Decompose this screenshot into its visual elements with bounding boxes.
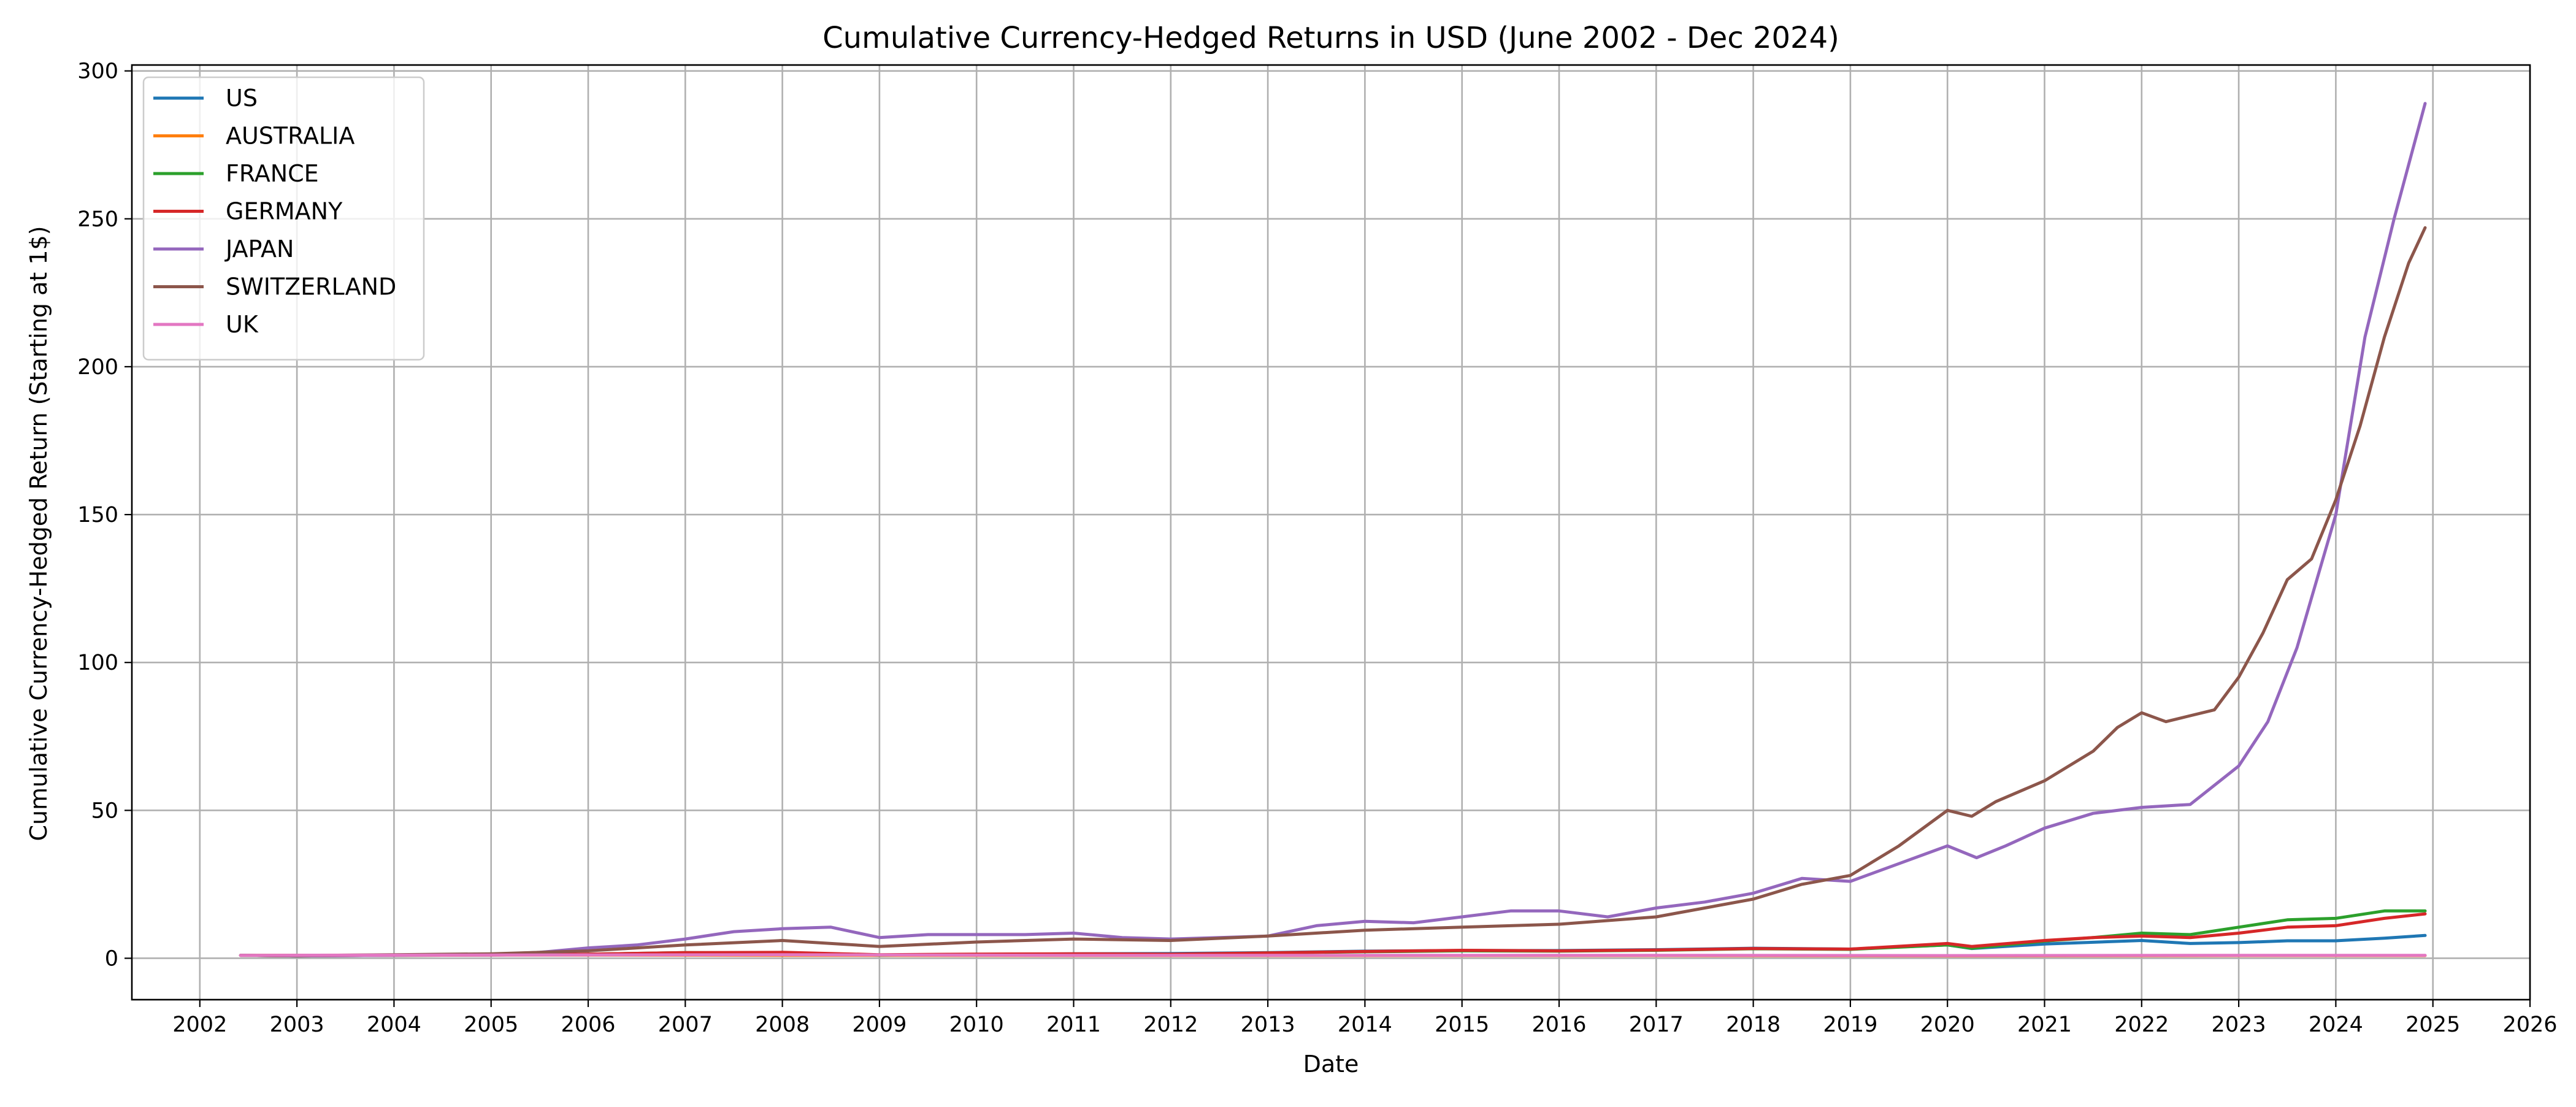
x-tick-label: 2003 bbox=[270, 1013, 324, 1037]
series-line-japan bbox=[239, 102, 2427, 958]
legend-label-uk: UK bbox=[226, 311, 259, 338]
y-tick-label: 150 bbox=[77, 503, 118, 527]
axis-ticks: 2002 2003 2004 2005 2006 2007 2008 2009 2010 2011… bbox=[77, 59, 2557, 1037]
series-line-germany bbox=[239, 912, 2427, 958]
x-tick-label: 2023 bbox=[2212, 1013, 2266, 1037]
legend-label-france: FRANCE bbox=[226, 160, 319, 187]
plot-frame bbox=[131, 64, 2531, 1001]
legend-label-australia: AUSTRALIA bbox=[226, 123, 355, 150]
x-axis-label: Date bbox=[1303, 1051, 1359, 1078]
x-tick-label: 2015 bbox=[1435, 1013, 1489, 1037]
series-line-switzerland bbox=[239, 226, 2427, 957]
x-tick-label: 2020 bbox=[1920, 1013, 1975, 1037]
y-tick-label: 250 bbox=[77, 207, 118, 232]
y-tick-label: 100 bbox=[77, 651, 118, 675]
series-lines bbox=[239, 102, 2427, 958]
y-tick-label: 0 bbox=[105, 946, 118, 971]
x-tick-label: 2019 bbox=[1823, 1013, 1877, 1037]
x-tick-label: 2010 bbox=[949, 1013, 1004, 1037]
legend: US AUSTRALIA FRANCE GERMANY JAPAN SWITZERLAND… bbox=[142, 76, 425, 361]
y-tick-label: 50 bbox=[91, 799, 118, 823]
x-tick-label: 2018 bbox=[1726, 1013, 1781, 1037]
x-tick-label: 2007 bbox=[658, 1013, 713, 1037]
x-tick-label: 2013 bbox=[1241, 1013, 1295, 1037]
x-tick-label: 2004 bbox=[367, 1013, 421, 1037]
x-tick-label: 2009 bbox=[852, 1013, 907, 1037]
y-tick-label: 200 bbox=[77, 355, 118, 380]
x-tick-label: 2017 bbox=[1629, 1013, 1684, 1037]
y-tick-label: 300 bbox=[77, 59, 118, 84]
x-tick-label: 2014 bbox=[1338, 1013, 1392, 1037]
legend-label-japan: JAPAN bbox=[224, 236, 294, 262]
series-line-uk bbox=[239, 953, 2427, 957]
x-tick-label: 2026 bbox=[2502, 1013, 2557, 1037]
y-axis-label: Cumulative Currency-Hedged Return (Start… bbox=[25, 226, 52, 841]
x-tick-label: 2006 bbox=[561, 1013, 615, 1037]
legend-label-switzerland: SWITZERLAND bbox=[226, 274, 396, 301]
x-tick-label: 2012 bbox=[1143, 1013, 1198, 1037]
chart-title: Cumulative Currency-Hedged Returns in US… bbox=[822, 21, 1839, 55]
x-tick-label: 2025 bbox=[2405, 1013, 2460, 1037]
x-tick-label: 2011 bbox=[1046, 1013, 1101, 1037]
x-tick-label: 2021 bbox=[2017, 1013, 2072, 1037]
x-tick-label: 2022 bbox=[2114, 1013, 2169, 1037]
x-tick-label: 2005 bbox=[464, 1013, 518, 1037]
x-tick-label: 2024 bbox=[2309, 1013, 2363, 1037]
x-tick-label: 2008 bbox=[755, 1013, 810, 1037]
legend-box bbox=[142, 76, 425, 361]
x-tick-label: 2002 bbox=[172, 1013, 227, 1037]
legend-label-germany: GERMANY bbox=[226, 198, 343, 225]
x-tick-label: 2016 bbox=[1531, 1013, 1586, 1037]
legend-label-us: US bbox=[226, 85, 258, 112]
